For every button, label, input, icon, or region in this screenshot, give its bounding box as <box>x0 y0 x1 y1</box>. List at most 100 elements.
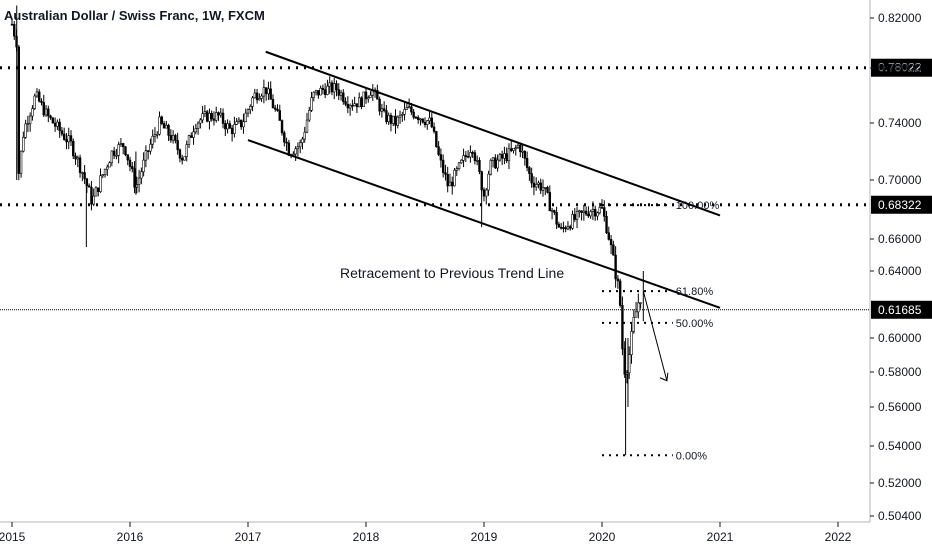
candle-body <box>364 91 368 100</box>
candle-body <box>353 103 356 106</box>
candle-body <box>564 227 567 230</box>
candle-body <box>13 24 16 37</box>
candle-body <box>496 159 499 169</box>
candle-body <box>249 106 252 111</box>
candle-body <box>389 115 393 124</box>
candle-body <box>578 210 581 213</box>
candle-body <box>330 82 334 93</box>
candle-body <box>398 114 402 118</box>
candle-body <box>239 119 243 128</box>
candle-body <box>348 105 352 109</box>
candle-body <box>421 118 424 123</box>
candle-body <box>453 169 456 187</box>
candle-body <box>571 214 574 229</box>
price-tick-label: 0.58000 <box>878 365 922 379</box>
fib-level-label: 100.00% <box>676 200 720 212</box>
candle-body <box>253 92 257 99</box>
candle-body <box>226 123 229 130</box>
candle-body <box>115 155 118 157</box>
candle-body <box>437 146 440 155</box>
candle-body <box>521 150 524 153</box>
candle-body <box>26 123 30 125</box>
candle-body <box>541 187 545 191</box>
candle-body <box>10 23 14 26</box>
candle-body <box>251 97 254 107</box>
candle-body <box>69 135 73 142</box>
price-tick-label: 0.52000 <box>878 476 922 490</box>
candle-body <box>22 137 25 152</box>
time-tick-label: 2022 <box>825 530 852 544</box>
candle-body <box>217 112 220 116</box>
candle-body <box>196 122 200 129</box>
candle-body <box>103 168 107 175</box>
candle-body <box>362 91 365 108</box>
candle-body <box>296 146 300 150</box>
candle-body <box>394 115 397 126</box>
candle-body <box>283 132 286 143</box>
candle-body <box>603 207 606 217</box>
candle-body <box>237 119 241 122</box>
candle-body <box>448 181 452 187</box>
candle-body <box>49 115 52 119</box>
candle-body <box>505 153 508 162</box>
candle-body <box>81 172 84 174</box>
time-tick-label: 2016 <box>117 530 144 544</box>
candle-body <box>419 118 422 121</box>
candle-body <box>523 150 527 159</box>
candle-body <box>314 90 318 93</box>
candle-body <box>274 107 277 110</box>
candle-body <box>500 154 504 159</box>
candle-body <box>137 177 141 185</box>
candle-body <box>44 108 48 116</box>
candle-body <box>451 181 454 187</box>
candle-body <box>534 184 538 188</box>
candle-body <box>382 108 386 111</box>
candle-body <box>514 147 517 150</box>
candle-body <box>192 131 195 138</box>
candle-body <box>126 154 129 161</box>
candle-body <box>392 115 395 124</box>
candle-body <box>378 98 381 112</box>
candle-body <box>205 111 209 122</box>
price-tag <box>871 58 932 77</box>
candle-body <box>460 159 463 164</box>
price-tick-label: 0.70000 <box>878 173 922 187</box>
candle-body <box>292 153 295 156</box>
candle-body <box>87 185 91 188</box>
candle-body <box>487 173 490 191</box>
fib-level-label: 0.00% <box>676 450 707 462</box>
price-tick-label: 0.64000 <box>878 264 922 278</box>
candle-body <box>634 311 638 318</box>
time-axis: 2015 2016 2017 2018 2019 2020 2021 2022 <box>0 522 852 544</box>
candles <box>10 5 644 456</box>
projection-arrowhead <box>659 372 669 382</box>
candle-body <box>360 97 363 108</box>
candle-body <box>174 135 177 141</box>
candle-body <box>40 100 43 103</box>
candle-body <box>169 135 173 141</box>
candle-body <box>110 150 114 164</box>
candle-body <box>410 106 413 113</box>
candle-body <box>376 90 379 100</box>
candle-body <box>405 107 409 110</box>
candle-body <box>38 91 41 102</box>
candle-body <box>76 157 80 160</box>
candle-body <box>412 111 415 118</box>
candle-body <box>326 85 329 95</box>
candle-body <box>466 155 470 158</box>
candle-body <box>312 91 316 98</box>
candle-body <box>230 127 234 134</box>
candle-body <box>128 159 132 167</box>
candle-body <box>498 154 502 161</box>
candle-body <box>224 123 227 130</box>
price-tag-label: 0.61685 <box>878 303 922 317</box>
candle-body <box>210 113 213 120</box>
candle-body <box>235 121 238 125</box>
candle-body <box>430 117 434 128</box>
candle-body <box>637 302 640 313</box>
candle-body <box>221 112 225 124</box>
candle-body <box>416 117 420 121</box>
candle-body <box>264 87 268 95</box>
candle-body <box>489 160 493 175</box>
